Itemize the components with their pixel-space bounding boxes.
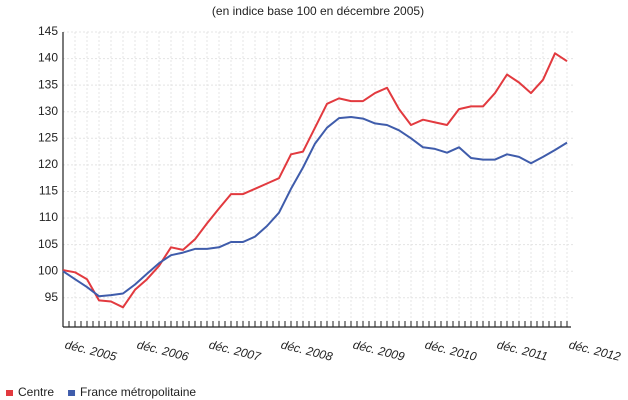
legend-swatch bbox=[68, 390, 76, 396]
legend-label: Centre bbox=[18, 385, 54, 399]
y-tick-label: 110 bbox=[39, 210, 58, 224]
x-tick-label: déc. 2010 bbox=[424, 337, 479, 363]
y-tick-label: 135 bbox=[38, 77, 58, 91]
y-tick-label: 145 bbox=[38, 24, 58, 38]
y-tick-label: 100 bbox=[38, 263, 58, 277]
y-tick-label: 115 bbox=[39, 184, 58, 198]
line-series bbox=[62, 116, 568, 298]
y-tick-label: 120 bbox=[38, 157, 58, 171]
x-tick-label: déc. 2012 bbox=[568, 337, 623, 363]
y-tick-label: 140 bbox=[38, 51, 58, 65]
y-tick-label: 105 bbox=[38, 237, 58, 251]
x-tick-label: déc. 2007 bbox=[208, 337, 264, 364]
x-tick-label: déc. 2006 bbox=[136, 337, 191, 363]
x-tick-label: déc. 2011 bbox=[496, 337, 550, 363]
y-tick-label: 95 bbox=[45, 290, 59, 304]
x-tick-label: déc. 2009 bbox=[352, 337, 407, 363]
legend-swatch bbox=[6, 390, 13, 396]
chart-subtitle: (en indice base 100 en décembre 2005) bbox=[212, 4, 424, 18]
y-tick-label: 125 bbox=[38, 130, 58, 144]
legend-label: France métropolitaine bbox=[80, 385, 196, 399]
x-tick-label: déc. 2008 bbox=[280, 337, 335, 363]
y-tick-label: 130 bbox=[38, 104, 58, 118]
x-tick-label: déc. 2005 bbox=[64, 337, 119, 363]
line-series bbox=[62, 52, 568, 309]
